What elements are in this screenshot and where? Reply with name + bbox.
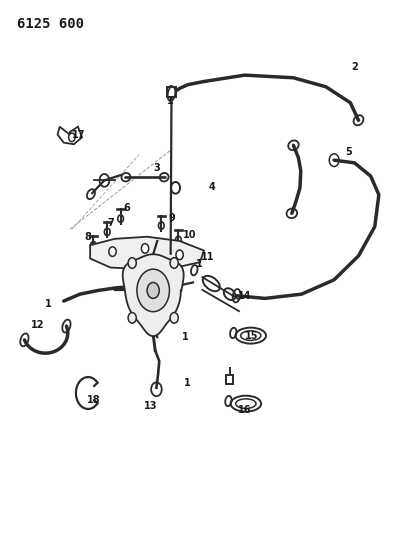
Text: 6125 600: 6125 600 <box>17 17 84 30</box>
Text: 14: 14 <box>238 290 251 301</box>
Ellipse shape <box>235 328 266 344</box>
Text: 10: 10 <box>184 230 197 240</box>
Text: 3: 3 <box>154 163 161 173</box>
Text: 15: 15 <box>245 330 259 341</box>
Text: 11: 11 <box>201 252 215 262</box>
FancyBboxPatch shape <box>167 87 175 98</box>
Text: 1: 1 <box>184 378 191 389</box>
Circle shape <box>128 257 136 268</box>
Text: 17: 17 <box>72 130 86 140</box>
FancyBboxPatch shape <box>226 375 233 384</box>
Text: 18: 18 <box>87 395 101 406</box>
Text: 2: 2 <box>351 62 358 72</box>
Circle shape <box>128 312 136 323</box>
Polygon shape <box>90 237 204 269</box>
Circle shape <box>142 244 149 253</box>
Text: 5: 5 <box>345 147 352 157</box>
Text: 9: 9 <box>168 213 175 223</box>
Text: 6: 6 <box>123 203 130 213</box>
Text: 1: 1 <box>196 259 202 269</box>
Polygon shape <box>123 254 184 336</box>
Circle shape <box>170 257 178 268</box>
Text: 7: 7 <box>107 218 114 228</box>
Text: 13: 13 <box>144 401 157 411</box>
Ellipse shape <box>231 395 261 411</box>
Text: 1: 1 <box>182 332 189 342</box>
Text: 4: 4 <box>209 182 215 192</box>
Circle shape <box>109 247 116 256</box>
Circle shape <box>147 282 159 298</box>
Circle shape <box>176 250 183 260</box>
Circle shape <box>170 312 178 323</box>
Text: 8: 8 <box>85 232 91 243</box>
Text: 1: 1 <box>167 95 174 106</box>
Text: 16: 16 <box>238 405 251 415</box>
Text: 12: 12 <box>31 320 44 330</box>
Circle shape <box>137 269 169 312</box>
Text: 1: 1 <box>45 298 52 309</box>
